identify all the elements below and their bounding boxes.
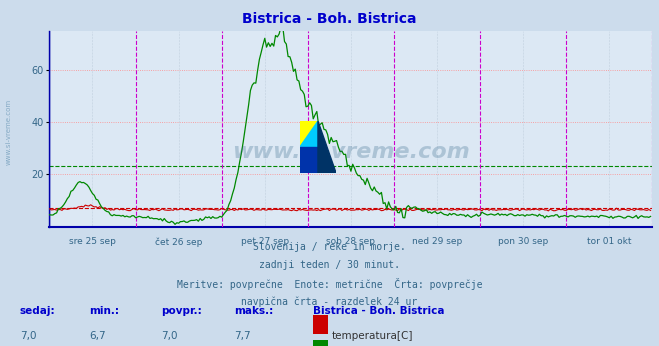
Text: sedaj:: sedaj:: [20, 306, 55, 316]
Text: čet 26 sep: čet 26 sep: [155, 237, 202, 246]
Polygon shape: [318, 121, 336, 173]
Text: ned 29 sep: ned 29 sep: [412, 237, 462, 246]
Text: Bistrica - Boh. Bistrica: Bistrica - Boh. Bistrica: [243, 12, 416, 26]
Text: 7,7: 7,7: [234, 331, 250, 341]
Text: Slovenija / reke in morje.: Slovenija / reke in morje.: [253, 242, 406, 252]
Text: www.si-vreme.com: www.si-vreme.com: [5, 98, 12, 165]
Text: maks.:: maks.:: [234, 306, 273, 316]
Text: sob 28 sep: sob 28 sep: [326, 237, 376, 246]
Text: sre 25 sep: sre 25 sep: [69, 237, 116, 246]
Text: zadnji teden / 30 minut.: zadnji teden / 30 minut.: [259, 260, 400, 270]
Polygon shape: [300, 121, 318, 147]
Text: www.si-vreme.com: www.si-vreme.com: [232, 142, 470, 162]
Text: tor 01 okt: tor 01 okt: [587, 237, 631, 246]
Text: 7,0: 7,0: [20, 331, 36, 341]
Text: min.:: min.:: [89, 306, 119, 316]
Text: pon 30 sep: pon 30 sep: [498, 237, 548, 246]
Text: pet 27 sep: pet 27 sep: [241, 237, 289, 246]
Text: temperatura[C]: temperatura[C]: [331, 331, 413, 341]
Text: povpr.:: povpr.:: [161, 306, 202, 316]
Text: Meritve: povprečne  Enote: metrične  Črta: povprečje: Meritve: povprečne Enote: metrične Črta:…: [177, 278, 482, 290]
Text: Bistrica - Boh. Bistrica: Bistrica - Boh. Bistrica: [313, 306, 445, 316]
Text: navpična črta - razdelek 24 ur: navpična črta - razdelek 24 ur: [241, 296, 418, 307]
Text: 6,7: 6,7: [89, 331, 105, 341]
Polygon shape: [300, 121, 318, 147]
Polygon shape: [300, 147, 318, 173]
Text: 7,0: 7,0: [161, 331, 178, 341]
